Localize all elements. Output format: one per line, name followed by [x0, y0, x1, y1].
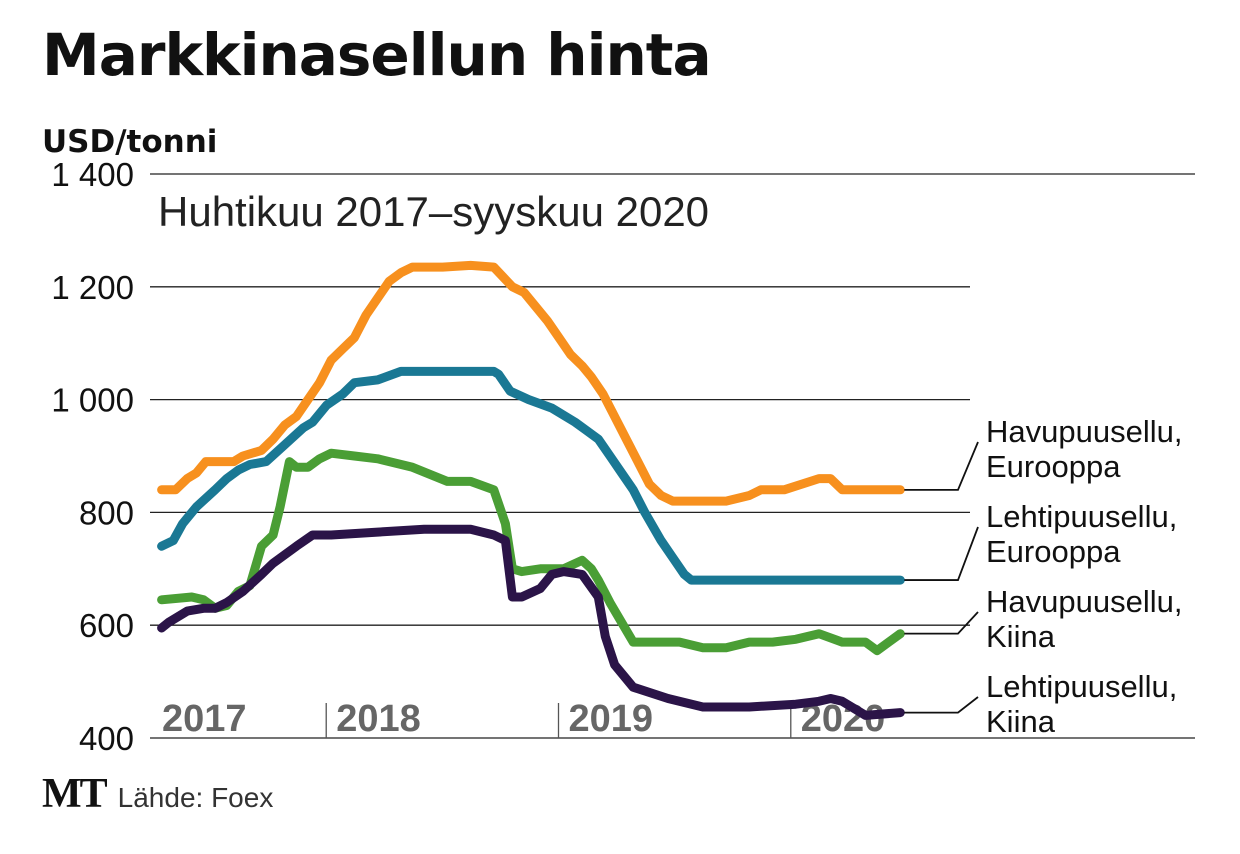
series-label: Eurooppa	[986, 534, 1121, 569]
series-line	[157, 260, 905, 506]
footer: MT Lähde: Foex	[42, 770, 273, 818]
x-tick-label: 2018	[336, 698, 421, 740]
series-line	[157, 448, 905, 656]
y-tick-label: 1 200	[51, 269, 134, 306]
series-label: Lehtipuusellu,	[986, 499, 1177, 534]
series-label: Kiina	[986, 619, 1056, 654]
unit-label: USD/tonni	[42, 124, 218, 160]
y-tick-label: 600	[79, 607, 134, 644]
series-label: Kiina	[986, 704, 1056, 739]
y-tick-label: 400	[79, 720, 134, 757]
y-tick-label: 1 000	[51, 382, 134, 419]
series-label: Havupuusellu,	[986, 414, 1182, 449]
source-note: Lähde: Foex	[117, 782, 274, 813]
leader-line	[904, 526, 979, 581]
y-tick-label: 800	[79, 494, 134, 531]
series-label: Eurooppa	[986, 449, 1121, 484]
series-line	[157, 524, 905, 720]
leader-line	[904, 611, 979, 635]
chart-title: Markkinasellun hinta	[42, 21, 712, 89]
y-tick-label: 1 400	[51, 156, 134, 193]
mt-logo: MT	[42, 771, 108, 817]
x-tick-label: 2017	[162, 698, 247, 740]
series-line	[157, 366, 905, 585]
chart-subtitle: Huhtikuu 2017–syyskuu 2020	[158, 188, 709, 235]
leader-line	[904, 696, 979, 714]
series-label: Havupuusellu,	[986, 584, 1182, 619]
series-label: Lehtipuusellu,	[986, 669, 1177, 704]
leader-line	[904, 441, 979, 491]
x-tick-label: 2019	[569, 698, 654, 740]
